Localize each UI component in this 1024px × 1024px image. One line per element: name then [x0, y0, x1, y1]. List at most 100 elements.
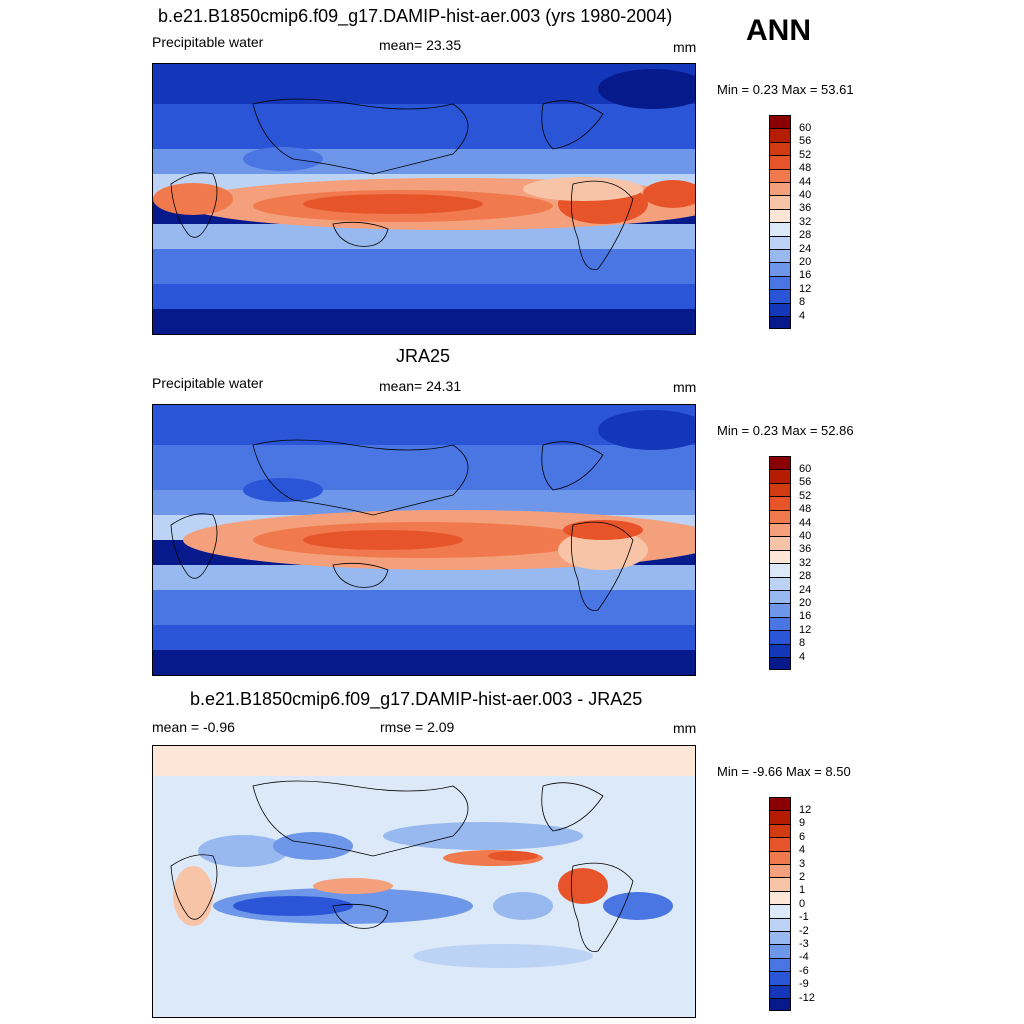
colorbar-swatch	[769, 222, 791, 236]
colorbar-swatch	[769, 603, 791, 617]
colorbar-swatch	[769, 944, 791, 958]
panel-minmax-label: Min = -9.66 Max = 8.50	[717, 764, 851, 779]
colorbar-label: 8	[799, 637, 806, 650]
panel-mean-label: mean = -0.96	[152, 719, 235, 735]
colorbar-label: 4	[799, 844, 806, 857]
colorbar-swatch	[769, 810, 791, 824]
colorbar-swatch	[769, 917, 791, 931]
colorbar-swatch	[769, 469, 791, 483]
colorbar-label: 2	[799, 871, 806, 883]
colorbar-swatch	[769, 837, 791, 851]
colorbar-label: 6	[799, 830, 806, 843]
panel-minmax-label: Min = 0.23 Max = 52.86	[717, 423, 854, 438]
colorbar-swatch	[769, 168, 791, 182]
colorbar-swatch	[769, 904, 791, 918]
colorbar-swatch	[769, 155, 791, 169]
panel-minmax-label: Min = 0.23 Max = 53.61	[717, 82, 854, 97]
panel-units-label: mm	[673, 720, 697, 736]
colorbar-label: 48	[799, 503, 812, 516]
colorbar-swatch	[769, 998, 791, 1012]
colorbar-swatch	[769, 616, 791, 631]
colorbar-swatch	[769, 877, 791, 891]
colorbar-label: 12	[799, 282, 812, 295]
colorbar-label: 12	[799, 804, 812, 816]
colorbar-swatch	[769, 549, 791, 564]
colorbar-label: 56	[799, 476, 812, 489]
colorbar-swatch	[769, 302, 791, 316]
colorbar-label: -12	[799, 991, 815, 1004]
colorbar-label: 12	[799, 623, 812, 636]
colorbar-label: -4	[799, 951, 809, 964]
colorbar-swatch	[769, 864, 791, 878]
colorbar-swatch	[769, 456, 791, 470]
panel-title-diff: b.e21.B1850cmip6.f09_g17.DAMIP-hist-aer.…	[190, 689, 643, 709]
map-model	[152, 63, 696, 335]
colorbar-swatch	[769, 850, 791, 864]
map-field-diff	[153, 746, 695, 1017]
colorbar-swatch	[769, 195, 791, 209]
colorbar-label: 40	[799, 189, 812, 201]
colorbar-swatch	[769, 509, 791, 523]
colorbar-swatch	[769, 630, 791, 644]
colorbar-label: -6	[799, 964, 809, 977]
colorbar-label: 20	[799, 597, 812, 609]
colorbar-swatch	[769, 316, 791, 330]
colorbar-label: -3	[799, 938, 809, 950]
colorbar-swatch	[769, 128, 791, 142]
season-label: ANN	[746, 14, 811, 47]
panel-units-label: mm	[673, 379, 697, 395]
colorbar-swatch	[769, 797, 791, 811]
colorbar-swatch	[769, 971, 791, 985]
colorbar-swatch	[769, 576, 791, 590]
colorbar-swatch	[769, 262, 791, 276]
colorbar-swatch	[769, 115, 791, 129]
panel-units-label: mm	[673, 39, 697, 55]
colorbar-label: 44	[799, 175, 812, 188]
colorbar-label: 52	[799, 148, 812, 161]
panel-title-model: b.e21.B1850cmip6.f09_g17.DAMIP-hist-aer.…	[158, 6, 673, 26]
colorbar-label: 0	[799, 897, 806, 910]
colorbar-label: 40	[799, 530, 812, 542]
colorbar-label: 56	[799, 135, 812, 148]
map-obs	[152, 404, 696, 676]
colorbar-label: 1	[799, 884, 806, 897]
colorbar-label: -9	[799, 978, 809, 991]
colorbar-label: 4	[799, 650, 806, 663]
colorbar-label: 8	[799, 296, 806, 309]
colorbar-label: 36	[799, 202, 812, 215]
colorbar-swatch	[769, 957, 791, 972]
colorbar-label: 32	[799, 556, 812, 569]
colorbar-label: 20	[799, 256, 812, 268]
colorbar-label: -1	[799, 911, 809, 924]
colorbar-swatch	[769, 182, 791, 196]
colorbar-swatch	[769, 563, 791, 577]
panel-variable-label: Precipitable water	[152, 375, 264, 391]
colorbar-label: 16	[799, 610, 812, 623]
colorbar-swatch	[769, 235, 791, 249]
colorbar-swatch	[769, 823, 791, 838]
colorbar-swatch	[769, 657, 791, 671]
colorbar-label: 48	[799, 162, 812, 175]
panel-rmse-label: rmse = 2.09	[380, 719, 455, 735]
colorbar-label: 60	[799, 463, 812, 475]
colorbar-swatch	[769, 289, 791, 303]
colorbar-label: 60	[799, 122, 812, 134]
colorbar-swatch	[769, 523, 791, 537]
colorbar-swatch	[769, 643, 791, 657]
colorbar-swatch	[769, 249, 791, 263]
colorbar-label: 3	[799, 857, 806, 870]
colorbar-swatch	[769, 141, 791, 156]
colorbar-label: 28	[799, 570, 812, 583]
colorbar-label: 24	[799, 242, 812, 255]
colorbar-swatch	[769, 590, 791, 604]
colorbar-swatch	[769, 496, 791, 510]
colorbar-label: 44	[799, 516, 812, 529]
colorbar-label: 32	[799, 215, 812, 228]
colorbar-swatch	[769, 536, 791, 550]
colorbar-label: 16	[799, 269, 812, 282]
panel-mean-label: mean= 23.35	[379, 37, 462, 53]
colorbar-label: 36	[799, 543, 812, 556]
panel-title-obs: JRA25	[396, 346, 451, 366]
colorbar-swatch	[769, 890, 791, 905]
colorbar-label: -2	[799, 924, 809, 937]
